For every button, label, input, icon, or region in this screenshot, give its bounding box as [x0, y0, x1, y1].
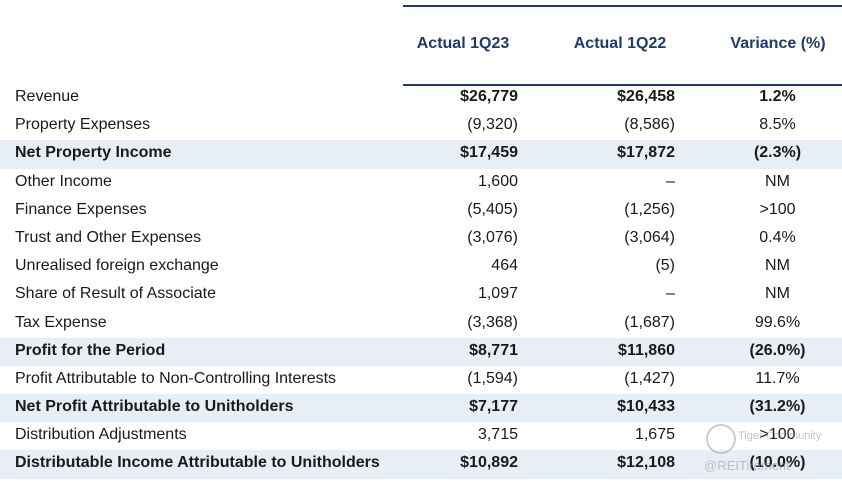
row-label: Distribution Adjustments: [15, 426, 187, 444]
row-value-1q23: (1,594): [467, 369, 518, 387]
row-variance: NM: [765, 285, 790, 303]
row-value-1q22: –: [666, 172, 675, 190]
row-variance: 8.5%: [759, 116, 796, 134]
table-row: Unrealised foreign exchange 464 (5) NM: [0, 253, 842, 281]
row-value-1q22: $11,860: [618, 341, 675, 359]
row-value-1q22: 1,675: [634, 426, 675, 444]
row-value-1q23: $26,779: [460, 88, 518, 105]
table-row: Net Profit Attributable to Unitholders $…: [0, 394, 842, 423]
row-variance: (10.0%): [749, 454, 806, 472]
row-value-1q22: $10,433: [617, 398, 675, 416]
table-row: Profit for the Period $8,771 $11,860 (26…: [0, 337, 842, 366]
row-value-1q22: (5): [655, 257, 675, 275]
row-value-1q23: $10,892: [460, 454, 518, 472]
table-body: Revenue $26,779 $26,458 1.2% Property Ex…: [0, 84, 842, 479]
table-row: Distributable Income Attributable to Uni…: [0, 450, 842, 479]
table-row: Trust and Other Expenses (3,076) (3,064)…: [0, 225, 842, 253]
row-value-1q22: (1,256): [624, 200, 675, 218]
table-row: Other Income 1,600 – NM: [0, 169, 842, 197]
row-label: Net Profit Attributable to Unitholders: [15, 398, 294, 416]
row-value-1q22: $12,108: [617, 454, 675, 472]
watermark-line2: @REITirement: [704, 458, 790, 473]
row-label: Revenue: [15, 88, 80, 105]
row-variance: (26.0%): [749, 341, 806, 359]
row-variance: (31.2%): [749, 398, 806, 416]
row-variance: NM: [765, 172, 790, 190]
row-label: Property Expenses: [15, 116, 151, 134]
row-variance: (2.3%): [753, 144, 802, 162]
row-value-1q22: $17,872: [617, 144, 675, 162]
row-label: Share of Result of Associate: [15, 285, 216, 303]
row-variance: NM: [765, 257, 790, 275]
table-row: Property Expenses (9,320) (8,586) 8.5%: [0, 112, 842, 140]
watermark-line1: Tiger Community: [738, 430, 822, 442]
header-actual-1q23: Actual 1Q23: [416, 35, 510, 52]
table-row: Profit Attributable to Non-Controlling I…: [0, 366, 842, 394]
row-value-1q23: $8,771: [469, 341, 518, 359]
header-actual-1q22: Actual 1Q22: [573, 35, 667, 52]
row-variance: 1.2%: [759, 88, 796, 105]
table-row: Distribution Adjustments 3,715 1,675 >10…: [0, 422, 842, 450]
row-value-1q23: 1,600: [477, 172, 518, 190]
row-value-1q23: (3,368): [467, 313, 518, 331]
table-row: Tax Expense (3,368) (1,687) 99.6%: [0, 310, 842, 338]
row-value-1q23: 3,715: [477, 426, 518, 444]
row-value-1q23: $7,177: [469, 398, 518, 416]
row-value-1q22: –: [666, 285, 675, 303]
row-value-1q23: (3,076): [467, 228, 518, 246]
row-label: Net Property Income: [15, 144, 172, 162]
row-label: Profit for the Period: [15, 341, 166, 359]
row-label: Trust and Other Expenses: [15, 228, 202, 246]
row-label: Finance Expenses: [15, 200, 147, 218]
row-variance: >100: [759, 426, 796, 444]
watermark: Tiger Community @REITirement: [704, 420, 842, 480]
row-variance: 11.7%: [755, 369, 800, 387]
row-value-1q22: $26,458: [617, 88, 675, 105]
row-value-1q23: $17,459: [460, 144, 518, 162]
watermark-logo-icon: [706, 424, 736, 454]
table-row: Net Property Income $17,459 $17,872 (2.3…: [0, 140, 842, 169]
row-label: Other Income: [15, 172, 112, 190]
row-value-1q22: (1,687): [624, 313, 675, 331]
row-value-1q23: 464: [491, 257, 518, 275]
row-value-1q22: (8,586): [624, 116, 675, 134]
row-variance: 99.6%: [754, 313, 801, 331]
row-label: Tax Expense: [15, 313, 107, 331]
row-label: Profit Attributable to Non-Controlling I…: [15, 369, 337, 387]
row-variance: >100: [759, 200, 796, 218]
row-variance: 0.4%: [759, 228, 796, 246]
header-variance: Variance (%): [730, 35, 826, 52]
row-value-1q22: (3,064): [624, 228, 675, 246]
row-value-1q23: (9,320): [467, 116, 518, 134]
table-row: Finance Expenses (5,405) (1,256) >100: [0, 197, 842, 225]
row-label: Distributable Income Attributable to Uni…: [15, 454, 380, 472]
row-label: Unrealised foreign exchange: [15, 257, 219, 275]
table-row: Revenue $26,779 $26,458 1.2%: [0, 84, 842, 112]
row-value-1q22: (1,427): [624, 369, 675, 387]
table-row: Share of Result of Associate 1,097 – NM: [0, 281, 842, 309]
row-value-1q23: 1,097: [477, 285, 518, 303]
row-value-1q23: (5,405): [467, 200, 518, 218]
table-header: Actual 1Q23 Actual 1Q22 Variance (%): [403, 5, 842, 86]
